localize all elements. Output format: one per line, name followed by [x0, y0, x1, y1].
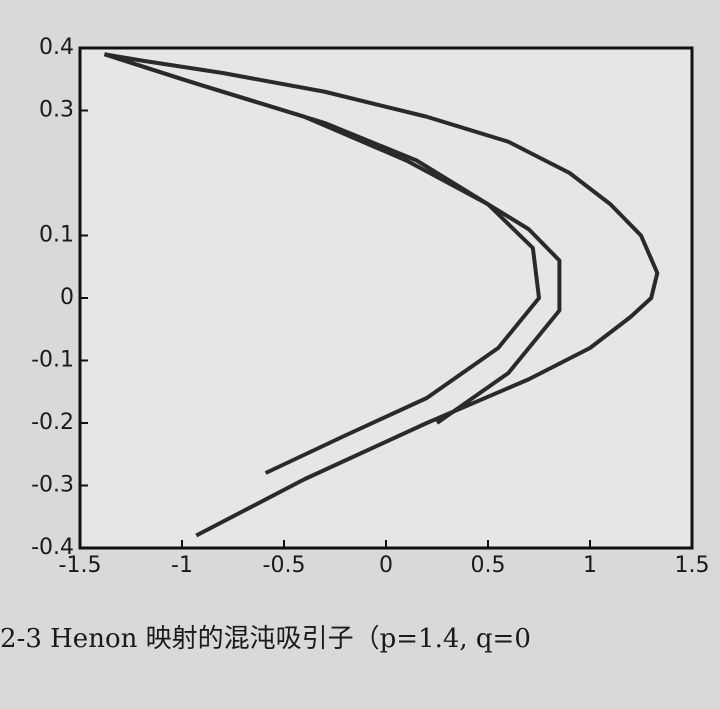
x-tick-label: 1.5 [675, 553, 710, 578]
y-tick-label: -0.4 [31, 535, 74, 560]
y-tick-label: -0.1 [31, 348, 74, 373]
x-tick-label: 1 [583, 553, 597, 578]
x-tick-label: -1.5 [59, 553, 102, 578]
caption: 2-3 Henon 映射的混沌吸引子（p=1.4, q=0 [0, 624, 531, 654]
x-tick-label: -1 [171, 553, 193, 578]
attractor-curve [103, 52, 562, 425]
y-tick-label: -0.3 [31, 473, 74, 498]
y-tick-label: 0.4 [39, 35, 74, 60]
x-tick-label: 0.5 [471, 553, 506, 578]
y-tick-label: -0.2 [31, 410, 74, 435]
x-tick-label: 0 [379, 553, 393, 578]
y-tick-label: 0.3 [39, 98, 74, 123]
plot-frame [78, 46, 694, 550]
y-tick-label: 0 [60, 285, 74, 310]
attractor-curve [104, 52, 660, 538]
y-tick-label: 0.1 [39, 223, 74, 248]
x-tick-label: -0.5 [263, 553, 306, 578]
